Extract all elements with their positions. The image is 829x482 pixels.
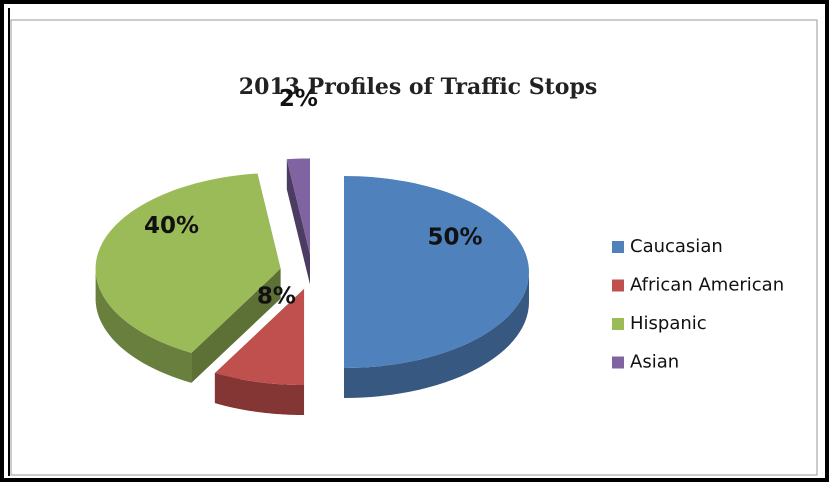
- legend-label: Caucasian: [630, 236, 723, 257]
- slice-side: [344, 272, 529, 398]
- data-label: 8%: [257, 283, 296, 309]
- legend-label: Hispanic: [630, 313, 707, 334]
- slice-top: [214, 289, 305, 386]
- legend-label: African American: [630, 275, 784, 296]
- data-label: 50%: [427, 225, 482, 251]
- slice: [344, 176, 529, 398]
- legend-swatch: [612, 356, 624, 369]
- legend-label: Asian: [630, 352, 679, 373]
- slice-top: [95, 173, 281, 353]
- slice-cut-face: [191, 268, 281, 383]
- chart-title: 2013 Profiles of Traffic Stops: [239, 74, 597, 100]
- slice-top: [286, 158, 310, 255]
- legend-swatch: [612, 279, 624, 292]
- data-label: 40%: [144, 213, 199, 239]
- slice-top: [344, 176, 529, 368]
- slice-side: [95, 270, 192, 383]
- slice-cut-face: [286, 159, 310, 285]
- slice: [286, 158, 310, 285]
- legend-swatch: [612, 241, 624, 253]
- slice: [214, 289, 305, 416]
- data-label: 2%: [279, 86, 318, 112]
- slice: [95, 173, 281, 383]
- legend-swatch: [612, 318, 624, 330]
- slice-side: [214, 373, 305, 416]
